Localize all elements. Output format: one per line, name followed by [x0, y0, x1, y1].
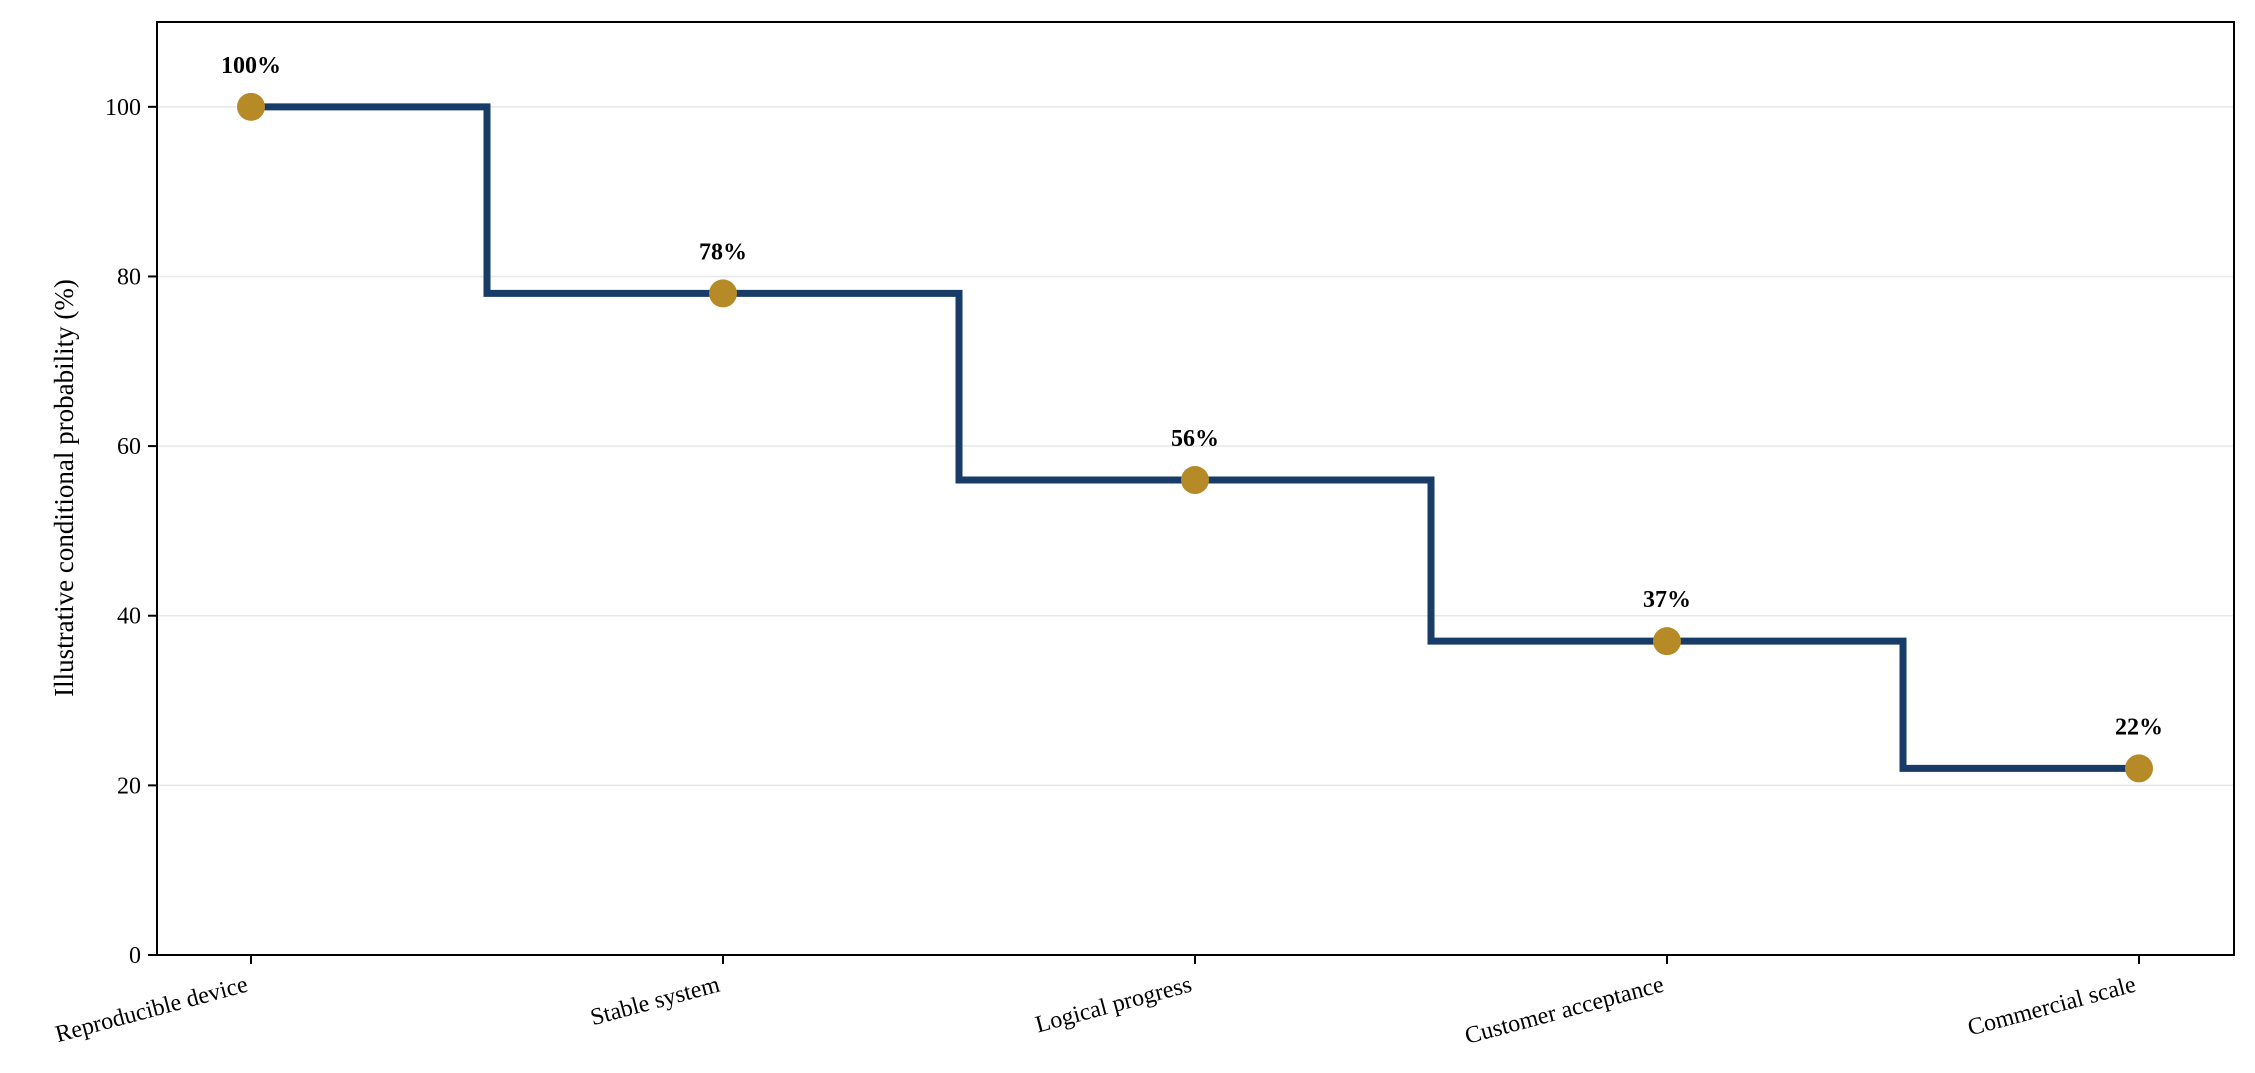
x-tick-label: Commercial scale — [1965, 972, 2138, 1042]
data-point — [1181, 466, 1209, 495]
data-label: 78% — [699, 239, 747, 265]
x-tick-label: Reproducible device — [53, 972, 251, 1048]
y-tick-label: 100 — [105, 95, 141, 121]
markers — [237, 92, 2153, 783]
y-tick-label: 40 — [117, 604, 141, 630]
x-tick-label: Logical progress — [1033, 972, 1195, 1039]
data-label: 22% — [2115, 714, 2163, 740]
y-tick-label: 80 — [117, 264, 141, 290]
data-point — [2125, 754, 2153, 783]
y-tick-label: 60 — [117, 434, 141, 460]
data-label: 56% — [1171, 426, 1219, 452]
data-label: 37% — [1643, 587, 1691, 613]
y-tick-label: 0 — [129, 943, 141, 969]
data-point — [709, 279, 737, 308]
data-labels: 100% 78% 56% 37% 22% — [221, 53, 2163, 741]
x-tick-label: Customer acceptance — [1462, 972, 1666, 1050]
x-axis: Reproducible device Stable system Logical … — [53, 955, 2140, 1050]
x-tick-label: Stable system — [588, 972, 723, 1032]
y-axis: 0 20 40 60 80 100 — [105, 95, 157, 969]
y-axis-title: Illustrative conditional probability (%) — [49, 279, 79, 697]
data-label: 100% — [221, 53, 281, 79]
gridlines — [157, 106, 2234, 787]
y-tick-label: 20 — [117, 773, 141, 799]
data-point — [1653, 627, 1681, 656]
data-point — [237, 92, 265, 121]
